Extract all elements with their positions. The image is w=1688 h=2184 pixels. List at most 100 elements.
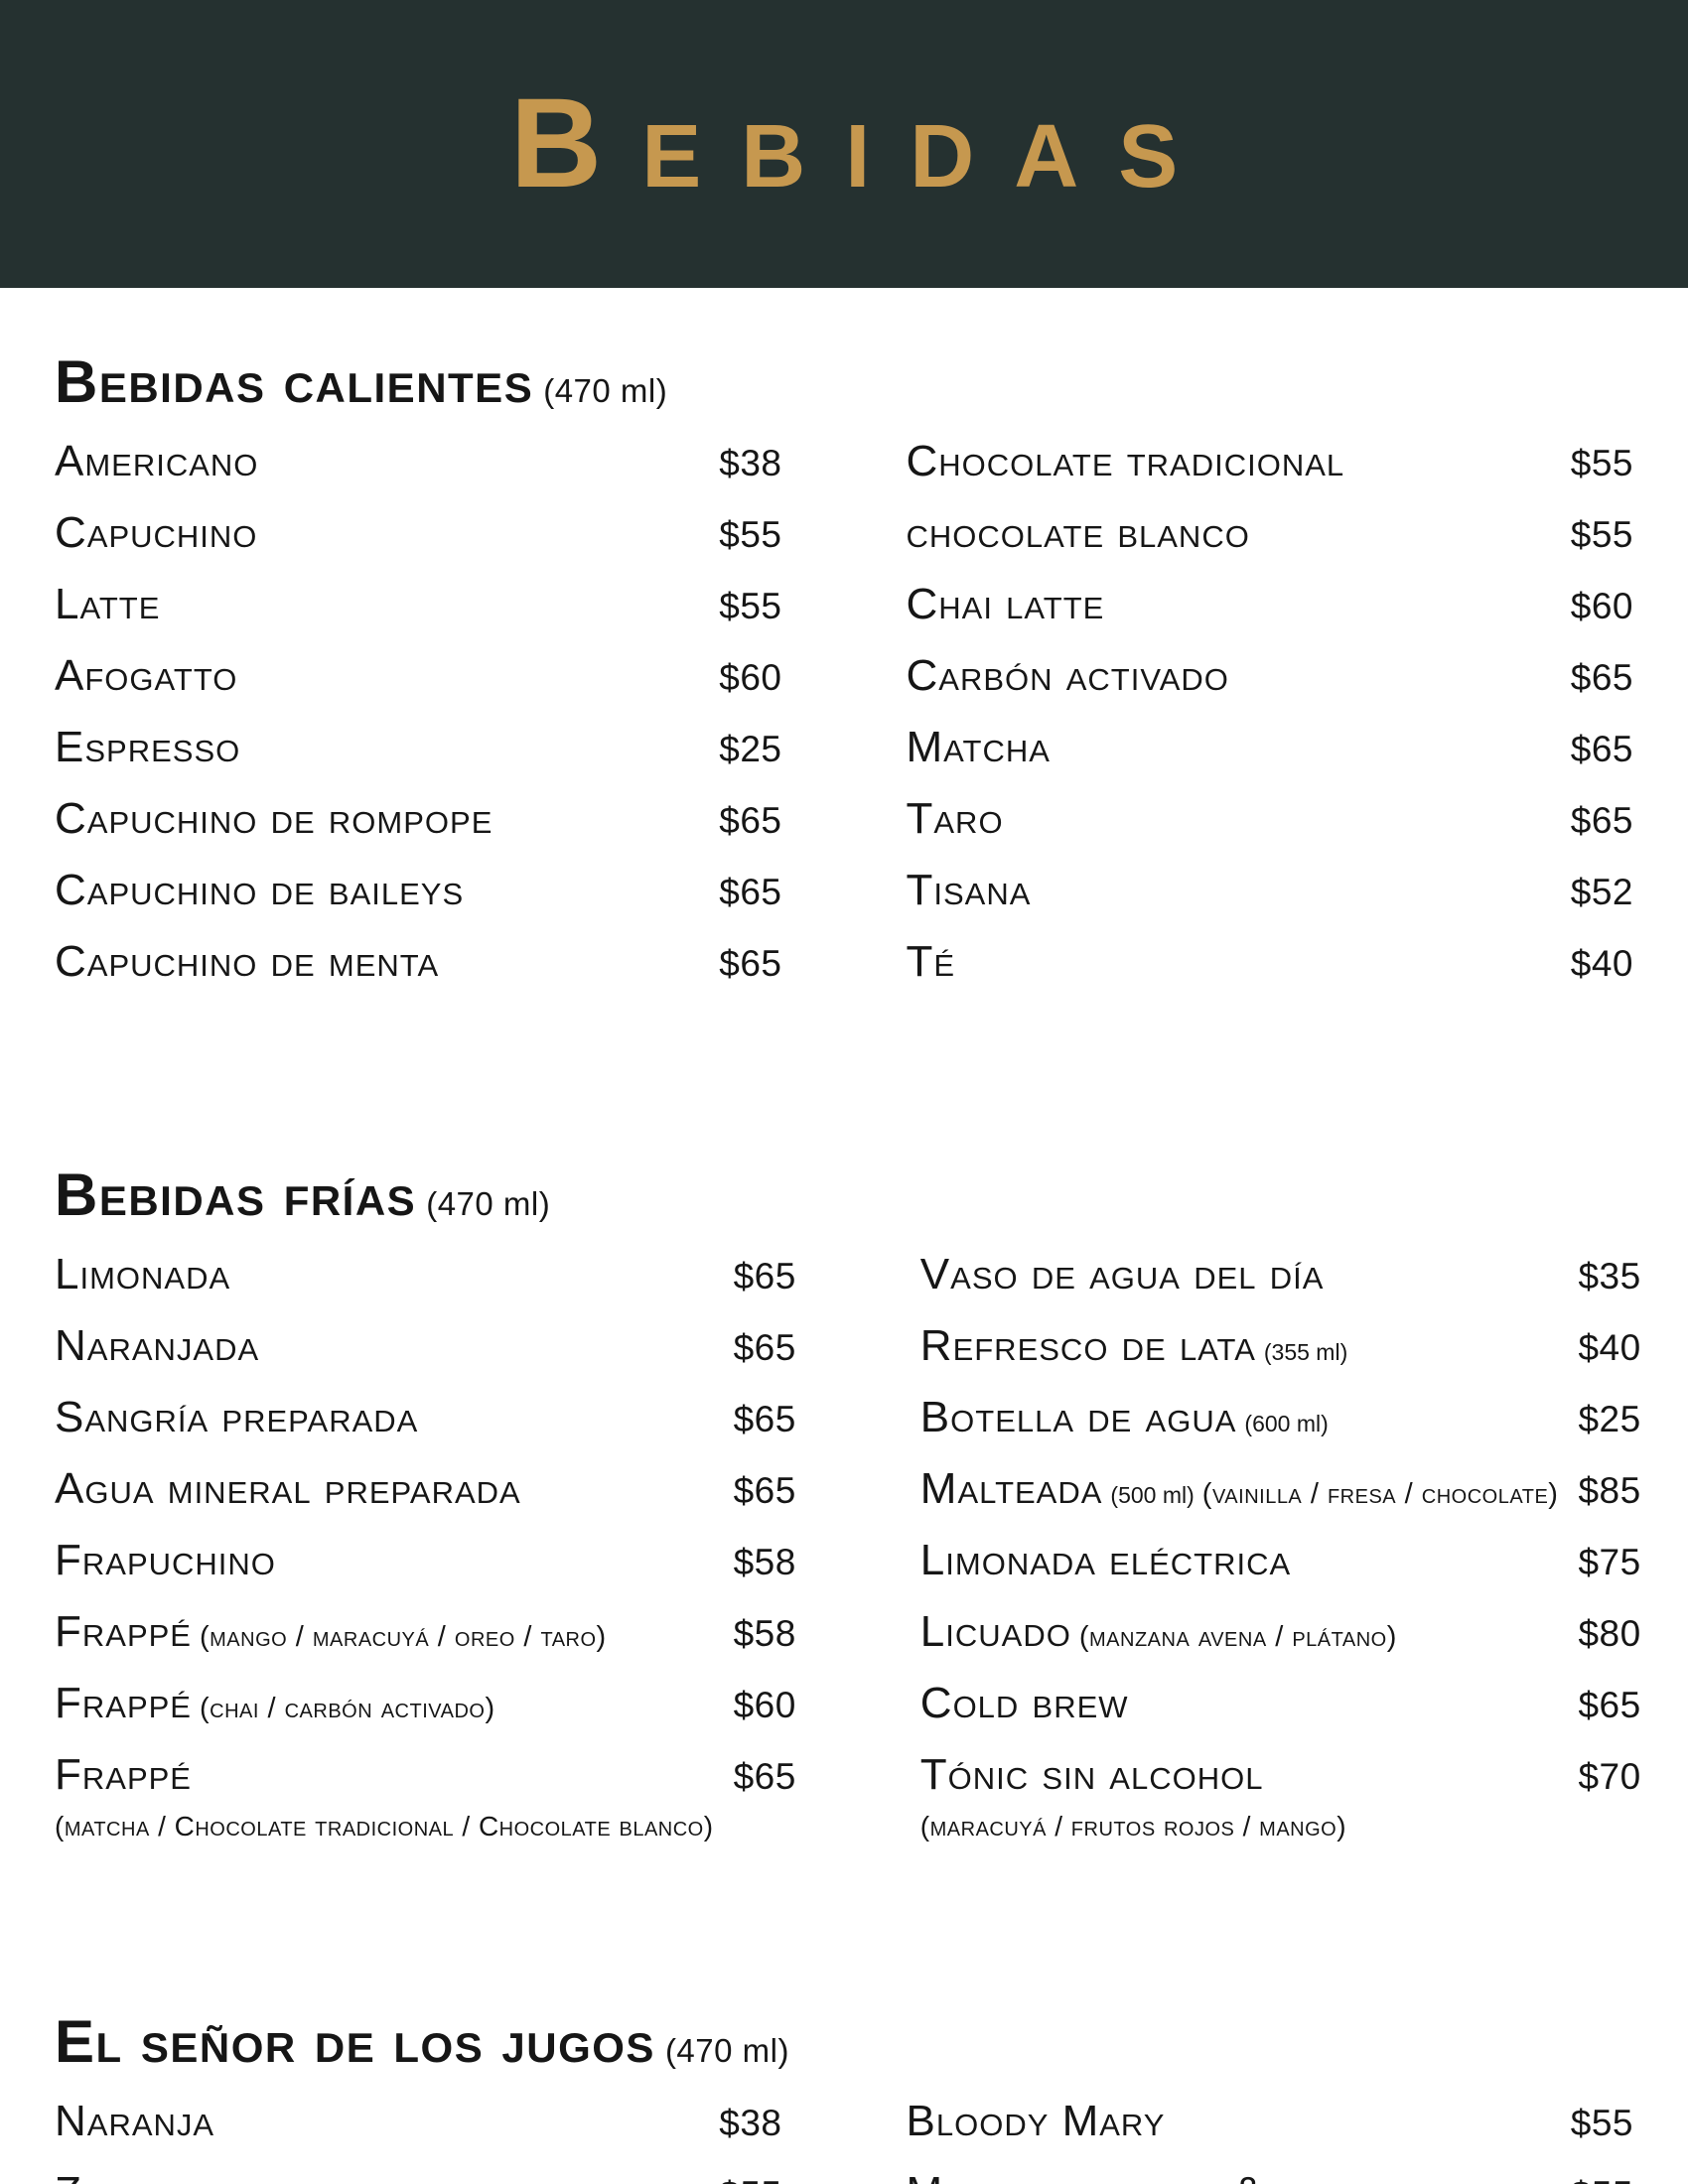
menu-item: Licuado (manzana avena / plátano) $80: [920, 1607, 1641, 1667]
item-name: Espresso: [55, 723, 241, 771]
item-text: Capuchino de menta: [55, 937, 439, 997]
item-text: Carbón activado: [907, 651, 1229, 711]
item-name: Americano: [55, 437, 259, 485]
item-note: (chai / carbón activado): [199, 1693, 495, 1724]
item-price: $40: [1578, 1327, 1641, 1368]
section-title: Bebidas frías (470 ml): [55, 1156, 1633, 1244]
section-size-note: (470 ml): [543, 372, 668, 409]
item-text: Afogatto: [55, 651, 237, 711]
item-text: Cold brew: [920, 1679, 1129, 1738]
item-name: Chocolate tradicional: [906, 437, 1345, 485]
menu-column-right: Bloody Mary $55 Mixto zanahoria & naranj…: [907, 2097, 1634, 2184]
item-price: $55: [1570, 443, 1633, 483]
item-name: Bloody Mary: [906, 2097, 1166, 2145]
item-text: Tónic sin alcohol (maracuyá / frutos roj…: [920, 1750, 1346, 1843]
item-name: Frapuchino: [55, 1536, 276, 1584]
item-text: Matcha: [907, 723, 1051, 782]
menu-item: Frappé (matcha / Chocolate tradicional /…: [55, 1750, 796, 1843]
item-price: $65: [1570, 800, 1633, 841]
item-price: $60: [719, 657, 782, 698]
item-price: $58: [733, 1613, 796, 1654]
menu-item: Sangría preparada $65: [55, 1393, 796, 1452]
item-name: Vaso de agua del día: [919, 1250, 1325, 1298]
item-name: Tisana: [906, 866, 1032, 914]
section-title: El señor de los jugos (470 ml): [55, 2002, 1633, 2091]
menu-item: Tónic sin alcohol (maracuyá / frutos roj…: [920, 1750, 1641, 1843]
menu-item: Chocolate tradicional $55: [907, 437, 1634, 496]
item-text: Vaso de agua del día: [920, 1250, 1325, 1309]
item-price: $60: [733, 1685, 796, 1725]
item-text: Taro: [907, 794, 1004, 854]
menu-grid: Americano $38 Capuchino $55 Latte $55 Af…: [55, 437, 1633, 1009]
item-name: Capuchino de menta: [55, 937, 440, 986]
item-text: Americano: [55, 437, 258, 496]
item-price: $65: [1578, 1685, 1641, 1725]
item-name: Frappé: [55, 1750, 192, 1799]
menu-item: Frappé (chai / carbón activado) $60: [55, 1679, 796, 1738]
item-note-below: (matcha / Chocolate tradicional / Chocol…: [55, 1811, 714, 1842]
item-price: $65: [733, 1470, 796, 1511]
item-name: Matcha: [906, 723, 1051, 771]
item-name: Taro: [906, 794, 1004, 843]
menu-item: Afogatto $60: [55, 651, 782, 711]
menu-item: Limonada eléctrica $75: [920, 1536, 1641, 1595]
item-price: $85: [1578, 1470, 1641, 1511]
item-name: Chai latte: [906, 580, 1105, 628]
item-name: Zanahoria: [55, 2168, 251, 2184]
item-name: Capuchino: [55, 508, 258, 557]
item-name: Limonada: [55, 1250, 231, 1298]
item-text: Té: [907, 937, 956, 997]
menu-column-right: Vaso de agua del día $35 Refresco de lat…: [920, 1250, 1641, 1855]
menu-sections: Bebidas calientes (470 ml) Americano $38 …: [0, 342, 1688, 2184]
item-name: chocolate blanco: [906, 508, 1250, 557]
item-text: Sangría preparada: [55, 1393, 418, 1452]
page-title: Bebidas: [509, 72, 1218, 214]
item-name: Carbón activado: [906, 651, 1229, 700]
item-price: $65: [719, 872, 782, 912]
item-text: Naranjada: [55, 1321, 259, 1381]
menu-item: Malteada (500 ml) (vainilla / fresa / choc…: [920, 1464, 1641, 1524]
item-price: $55: [719, 586, 782, 626]
item-text: Frapuchino: [55, 1536, 276, 1595]
item-price: $55: [719, 2174, 781, 2184]
menu-item: chocolate blanco $55: [907, 508, 1634, 568]
item-name: Naranjada: [55, 1321, 260, 1370]
item-text: Limonada: [55, 1250, 230, 1309]
menu-section: El señor de los jugos (470 ml) Naranja $3…: [55, 2002, 1633, 2184]
item-name: Frappé: [55, 1679, 192, 1727]
item-price: $55: [1571, 2174, 1633, 2184]
item-name: Botella de agua: [919, 1393, 1237, 1441]
menu-item: Naranjada $65: [55, 1321, 796, 1381]
section-title: Bebidas calientes (470 ml): [55, 342, 1633, 431]
item-text: Mixto zanahoria & naranja: [907, 2168, 1428, 2184]
item-price: $65: [733, 1756, 796, 1797]
item-price: $55: [719, 514, 782, 555]
menu-item: Capuchino de menta $65: [55, 937, 782, 997]
item-name: Sangría preparada: [55, 1393, 419, 1441]
section-size-note: (470 ml): [664, 2032, 789, 2069]
menu-item: Carbón activado $65: [907, 651, 1634, 711]
section-title-text: El señor de los jugos: [55, 2008, 655, 2075]
item-price: $65: [1570, 657, 1633, 698]
section-size-note: (470 ml): [426, 1185, 551, 1222]
item-price: $60: [1570, 586, 1633, 626]
menu-item: Americano $38: [55, 437, 782, 496]
menu-item: Frapuchino $58: [55, 1536, 796, 1595]
item-text: Refresco de lata (355 ml): [920, 1321, 1347, 1381]
item-text: Tisana: [907, 866, 1032, 925]
item-text: Chocolate tradicional: [907, 437, 1345, 496]
menu-item: Capuchino de rompope $65: [55, 794, 782, 854]
menu-item: Mixto zanahoria & naranja $55: [907, 2168, 1634, 2184]
item-price: $65: [733, 1327, 796, 1368]
item-size-note: (500 ml): [1110, 1482, 1195, 1508]
item-name: Limonada eléctrica: [919, 1536, 1292, 1584]
menu-item: Agua mineral preparada $65: [55, 1464, 796, 1524]
menu-item: Zanahoria $55: [55, 2168, 782, 2184]
menu-item: Botella de agua (600 ml) $25: [920, 1393, 1641, 1452]
menu-column-left: Naranja $38 Zanahoria $55 Verde $55 Toro…: [55, 2097, 782, 2184]
item-text: Zanahoria: [55, 2168, 251, 2184]
item-text: Frappé (matcha / Chocolate tradicional /…: [55, 1750, 714, 1843]
item-name: Naranja: [55, 2097, 215, 2145]
menu-item: Naranja $38: [55, 2097, 782, 2156]
item-price: $38: [719, 443, 782, 483]
